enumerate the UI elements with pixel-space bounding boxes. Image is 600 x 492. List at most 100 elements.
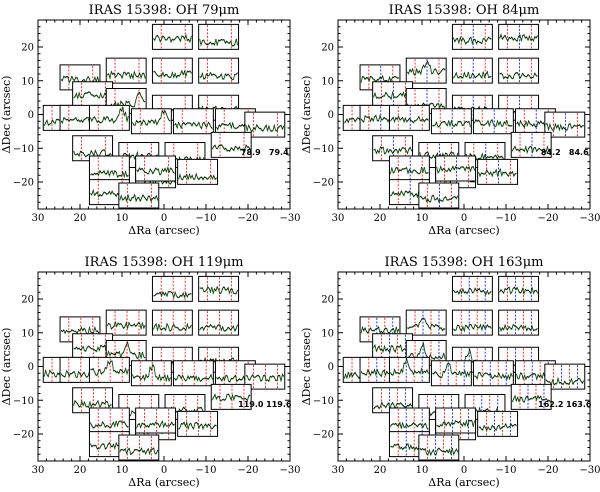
- spaxel-spectrum: [88, 155, 130, 182]
- spectrum-fit: [107, 342, 146, 360]
- spectrum-trace: [390, 421, 429, 430]
- spaxel-spectrum: [435, 155, 477, 182]
- spaxel-spectrum: [105, 309, 147, 336]
- spaxel-spectrum: [130, 360, 172, 387]
- y-tick-label: 20: [21, 43, 34, 54]
- spectrum-fit: [90, 361, 129, 377]
- x-tick-label: 0: [161, 213, 167, 224]
- x-tick-label: −10: [195, 213, 216, 224]
- spaxel-spectrum: [130, 108, 172, 135]
- spaxel-spectrum: [151, 309, 193, 336]
- spaxel-spectrum: [151, 275, 193, 302]
- spaxel-spectrum: [198, 275, 240, 302]
- spectrum-fit: [90, 107, 129, 124]
- spaxel-box: [88, 356, 130, 383]
- y-tick-label: 20: [321, 43, 334, 54]
- spaxel-spectrum: [451, 309, 493, 336]
- spaxel-box: [451, 309, 493, 336]
- spectrum-fit: [107, 322, 146, 331]
- spaxel-box: [130, 360, 172, 387]
- spaxel-spectrum: [430, 360, 472, 387]
- spectrum-fit: [436, 166, 475, 175]
- x-tick-label: −20: [237, 465, 258, 476]
- y-tick-label: 10: [321, 76, 334, 87]
- y-tick-label: −10: [13, 144, 34, 155]
- spaxel-spectrum: [88, 104, 130, 131]
- spectrum-trace: [545, 122, 584, 132]
- spectrum-fit: [407, 318, 446, 332]
- spectrum-trace: [90, 360, 129, 376]
- spectrum-trace: [60, 325, 100, 335]
- spaxel-box: [451, 275, 493, 302]
- spectrum-trace: [211, 144, 251, 152]
- x-tick-label: 30: [332, 213, 345, 224]
- spaxel-spectrum: [451, 23, 493, 50]
- spectrum-fit: [132, 110, 171, 127]
- spectrum-fit: [419, 195, 459, 203]
- spectrum-fit: [478, 169, 517, 178]
- spaxel-box: [210, 131, 252, 158]
- spaxel-box: [510, 131, 552, 158]
- spectrum-fit: [132, 364, 171, 383]
- wavelength-max-label: 163.6: [566, 400, 592, 409]
- panel-title: IRAS 15398: OH 163μm: [385, 255, 544, 270]
- spectrum-fit: [136, 167, 175, 176]
- spectrum-fit: [90, 421, 129, 429]
- spaxel-spectrum: [451, 57, 493, 84]
- spectrum-trace: [499, 33, 538, 42]
- spectrum-fit: [436, 420, 475, 428]
- spaxel-box: [88, 407, 130, 434]
- panel-title: IRAS 15398: OH 79μm: [89, 3, 240, 18]
- spectrum-fit: [107, 71, 146, 81]
- spectrum-fit: [153, 35, 192, 44]
- chart-panel-4: IRAS 15398: OH 163μm 30 20 10 0 −10 −20 −30 −20 −…: [300, 255, 600, 489]
- spectrum-fit: [512, 146, 551, 155]
- spectrum-fit: [245, 125, 285, 133]
- spaxel-box: [388, 356, 430, 383]
- spectrum-fit: [178, 422, 217, 431]
- x-axis-label: ΔRa (arcsec): [128, 476, 199, 489]
- spaxel-spectrum: [210, 131, 252, 158]
- spaxel-spectrum: [135, 155, 177, 182]
- spectrum-fit: [212, 145, 251, 153]
- spectrum-fit: [119, 448, 159, 456]
- spaxel-spectrum: [88, 407, 130, 434]
- spaxel-spectrum: [151, 23, 193, 50]
- spaxel-box: [498, 309, 540, 336]
- spectrum-fit: [153, 323, 192, 333]
- spaxel-spectrum: [118, 434, 160, 461]
- spectrum-fit: [360, 75, 399, 84]
- wavelength-min-label: 84.2: [541, 148, 561, 157]
- x-tick-label: 20: [74, 213, 87, 224]
- spaxel-box: [198, 309, 240, 336]
- spaxel-spectrum: [472, 360, 514, 387]
- x-tick-label: 30: [32, 213, 45, 224]
- spaxel-spectrum: [118, 182, 160, 209]
- spaxel-spectrum: [388, 356, 430, 383]
- spaxel-spectrum: [388, 155, 430, 182]
- y-tick-label: 20: [21, 295, 34, 306]
- spectrum-trace: [436, 165, 475, 174]
- spaxel-spectrum: [388, 407, 430, 434]
- spaxel-box: [88, 155, 130, 182]
- y-tick-label: −20: [313, 430, 334, 441]
- spectrum-fit: [153, 70, 192, 80]
- spectrum-fit: [73, 150, 112, 158]
- spaxel-box: [418, 182, 460, 209]
- spectrum-trace: [453, 105, 492, 115]
- spectrum-trace: [453, 287, 492, 296]
- spectrum-fit: [153, 292, 192, 300]
- spaxel-box: [451, 57, 493, 84]
- x-tick-label: 20: [74, 465, 87, 476]
- spectrum-trace: [474, 371, 513, 381]
- x-axis-label: ΔRa (arcsec): [128, 224, 199, 237]
- spaxel-box: [135, 407, 177, 434]
- y-axis-label: ΔDec (arcsec): [0, 76, 13, 154]
- spaxel-spectrum: [405, 309, 447, 336]
- x-tick-label: 10: [116, 465, 129, 476]
- spaxel-spectrum: [498, 275, 540, 302]
- spaxel-box: [435, 155, 477, 182]
- spectrum-trace: [453, 70, 492, 79]
- spectrum-fit: [212, 394, 251, 402]
